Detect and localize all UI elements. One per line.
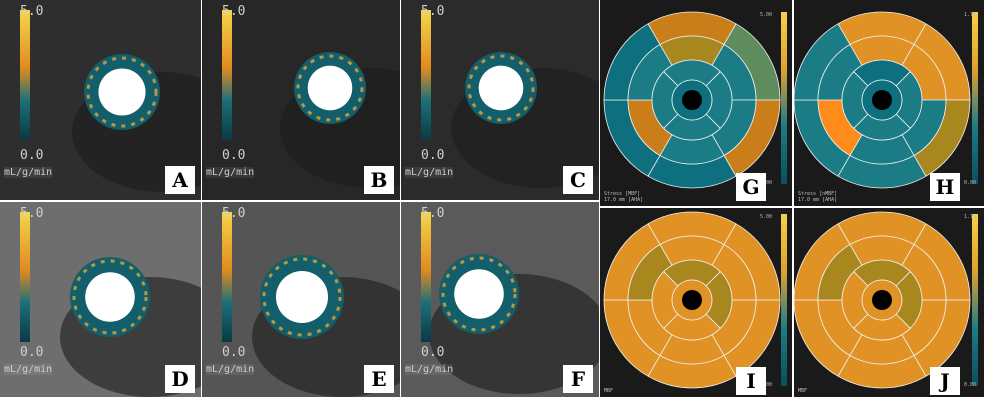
panel-label-d: D — [165, 365, 195, 393]
scale-min-label: 0.0 — [222, 345, 246, 360]
blood-pool — [275, 270, 329, 324]
mri-image-a — [0, 0, 201, 200]
mri-panel-e: 5.0 0.0 mL/g/min E — [202, 202, 400, 397]
perfusion-speckle — [262, 257, 342, 337]
scale-max-label: 5.0 — [222, 206, 246, 221]
color-bar — [781, 214, 787, 386]
scale-bar — [222, 10, 232, 140]
caption-line-2: 17.0 mm [AHA] — [798, 197, 838, 203]
mri-panel-d: 5.0 0.0 mL/g/min D — [0, 202, 201, 397]
panel-label-c: C — [563, 166, 593, 194]
panel-label-a: A — [165, 166, 195, 194]
perfusion-speckle — [72, 259, 148, 335]
bullseye-caption: Stress [MBF] 17.0 mm [AHA] — [604, 191, 643, 203]
perfusion-speckle — [86, 56, 158, 128]
bullseye-caption: MBF — [798, 388, 807, 394]
bullseye-panel-h: 1.75 0.00 Stress [nMBF] 17.0 mm [AHA] H — [794, 0, 984, 206]
caption-line-1: MBF — [798, 388, 808, 394]
blood-pool — [85, 272, 135, 322]
scale-max-label: 5.0 — [421, 206, 445, 221]
scale-max-label: 5.0 — [421, 4, 445, 19]
center-hole — [872, 90, 892, 110]
mri-panel-a: 5.0 0.0 mL/g/min A — [0, 0, 201, 200]
colorbar-max-label: 5.00 — [760, 214, 773, 220]
panel-label-j: J — [930, 367, 960, 395]
blood-pool — [478, 65, 524, 111]
blood-pool — [307, 65, 353, 111]
scale-min-label: 0.0 — [20, 148, 44, 163]
scale-unit-label: mL/g/min — [405, 364, 454, 375]
perfusion-speckle — [467, 54, 535, 122]
mri-image-f — [401, 202, 599, 397]
mri-panel-c: 5.0 0.0 mL/g/min C — [401, 0, 599, 200]
panel-label-g: G — [736, 173, 766, 201]
blood-pool — [98, 68, 146, 116]
mri-image-b — [202, 0, 400, 200]
scale-unit-label: mL/g/min — [206, 364, 255, 375]
bullseye-plot-g — [603, 11, 781, 189]
panel-label-h: H — [930, 173, 960, 201]
bullseye-panel-g: 5.00 0.00 Stress [MBF] 17.0 mm [AHA] G — [600, 0, 792, 206]
bullseye-plot-h — [794, 11, 971, 189]
caption-line-1: Stress [nMBF] — [798, 191, 838, 197]
blood-pool — [454, 269, 504, 319]
center-hole — [682, 290, 702, 310]
scale-unit-label: mL/g/min — [206, 167, 255, 178]
panel-label-b: B — [364, 166, 394, 194]
bullseye-plot-i — [603, 211, 781, 389]
colorbar-max-label: 1.75 — [964, 12, 977, 18]
scale-max-label: 5.0 — [20, 4, 44, 19]
colorbar-min-label: 0.00 — [964, 180, 977, 186]
bullseye-panel-i: 5.00 0.00 MBF I — [600, 208, 792, 397]
scale-bar — [222, 212, 232, 342]
scale-max-label: 5.0 — [20, 206, 44, 221]
scale-unit-label: mL/g/min — [4, 167, 53, 178]
panel-label-e: E — [364, 365, 394, 393]
perfusion-speckle — [441, 256, 517, 332]
perfusion-speckle — [296, 54, 364, 122]
bullseye-caption: MBF — [604, 388, 613, 394]
panel-label-i: I — [736, 367, 766, 395]
bullseye-caption: Stress [nMBF] 17.0 mm [AHA] — [798, 191, 837, 203]
scale-min-label: 0.0 — [222, 148, 246, 163]
bullseye-panel-j: 1.75 0.00 MBF J — [794, 208, 984, 397]
scale-min-label: 0.0 — [20, 345, 44, 360]
colorbar-min-label: 0.00 — [964, 382, 977, 388]
scale-min-label: 0.0 — [421, 345, 445, 360]
mri-image-e — [202, 202, 400, 397]
colorbar-max-label: 5.00 — [760, 12, 773, 18]
color-bar — [781, 12, 787, 184]
scale-unit-label: mL/g/min — [4, 364, 53, 375]
colorbar-min-label: 0.00 — [760, 180, 773, 186]
panel-label-f: F — [563, 365, 593, 393]
caption-line-1: Stress [MBF] — [604, 191, 641, 197]
caption-line-1: MBF — [604, 388, 614, 394]
colorbar-min-label: 0.00 — [760, 382, 773, 388]
center-hole — [682, 90, 702, 110]
color-bar — [972, 214, 978, 386]
scale-bar — [20, 10, 30, 140]
mri-panel-b: 5.0 0.0 mL/g/min B — [202, 0, 400, 200]
center-hole — [872, 290, 892, 310]
caption-line-2: 17.0 mm [AHA] — [604, 197, 644, 203]
bullseye-plot-j — [794, 211, 971, 389]
scale-bar — [20, 212, 30, 342]
mri-panel-f: 5.0 0.0 mL/g/min F — [401, 202, 599, 397]
colorbar-max-label: 1.75 — [964, 214, 977, 220]
scale-unit-label: mL/g/min — [405, 167, 454, 178]
scale-bar — [421, 10, 431, 140]
scale-min-label: 0.0 — [421, 148, 445, 163]
color-bar — [972, 12, 978, 184]
scale-bar — [421, 212, 431, 342]
scale-max-label: 5.0 — [222, 4, 246, 19]
mri-image-d — [0, 202, 201, 397]
